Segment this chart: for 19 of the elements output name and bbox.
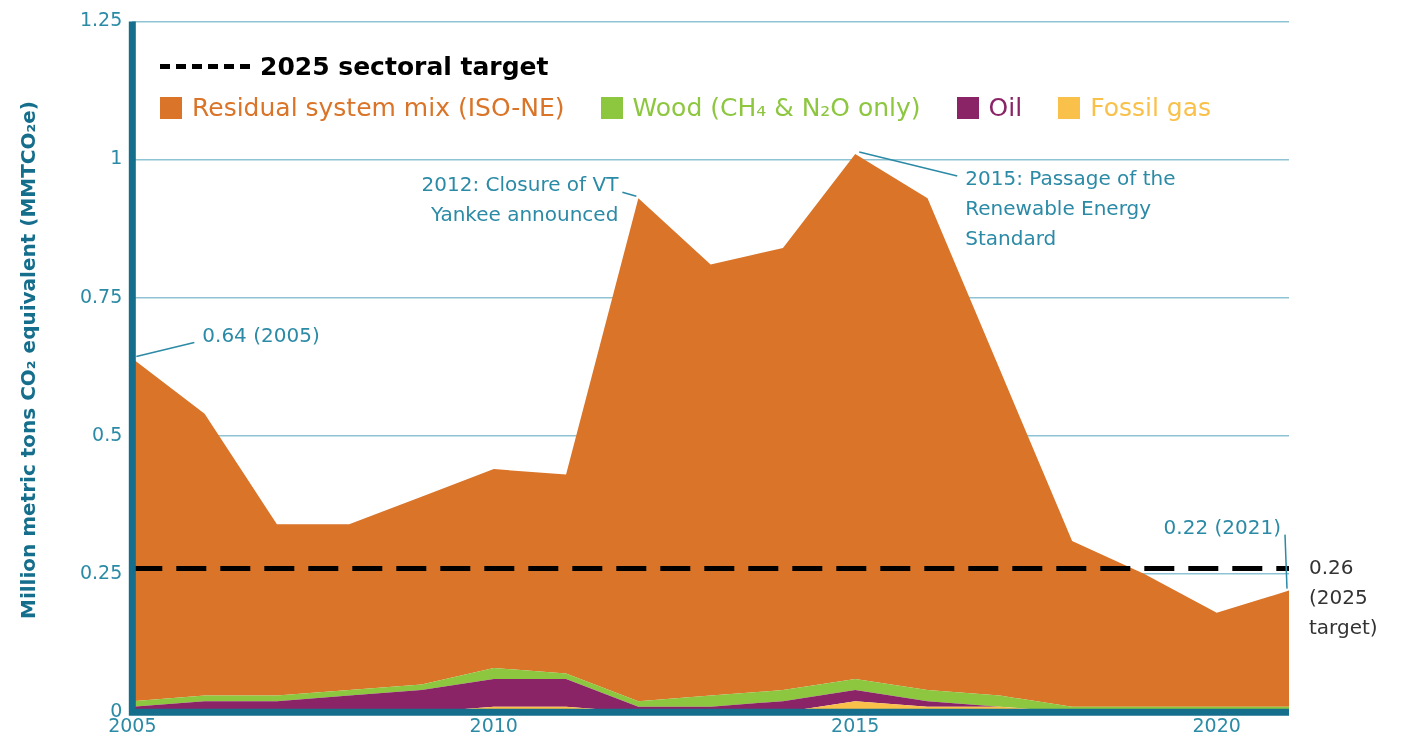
y-tick-label: 1.25	[79, 8, 123, 31]
legend-label: Fossil gas	[1090, 93, 1212, 122]
annotation: 2015: Passage of the Renewable Energy Standard	[965, 166, 1176, 251]
x-tick-label: 2010	[469, 713, 518, 736]
legend-label: 2025 sectoral target	[260, 52, 549, 81]
y-axis-title: Million metric tons CO₂ equivalent (MMTCO₂e)	[16, 101, 40, 619]
y-tick-label: 0.75	[79, 284, 123, 307]
annotation: 2012: Closure of VT Yankee announced	[421, 172, 620, 227]
x-tick-label: 2015	[831, 713, 880, 736]
y-tick-label: 0.25	[79, 560, 123, 583]
legend-label: Wood (CH₄ & N₂O only)	[632, 93, 921, 122]
x-tick-label: 2020	[1192, 713, 1241, 736]
y-tick-label: 0.5	[92, 422, 123, 445]
annotation: 0.64 (2005)	[202, 322, 320, 347]
annotation: 0.22 (2021)	[1163, 514, 1281, 539]
annotation: 0.26 (2025 target)	[1309, 554, 1378, 639]
legend-label: Residual system mix (ISO-NE)	[192, 93, 565, 122]
legend-label: Oil	[988, 93, 1023, 122]
y-tick-label: 1	[110, 146, 123, 169]
